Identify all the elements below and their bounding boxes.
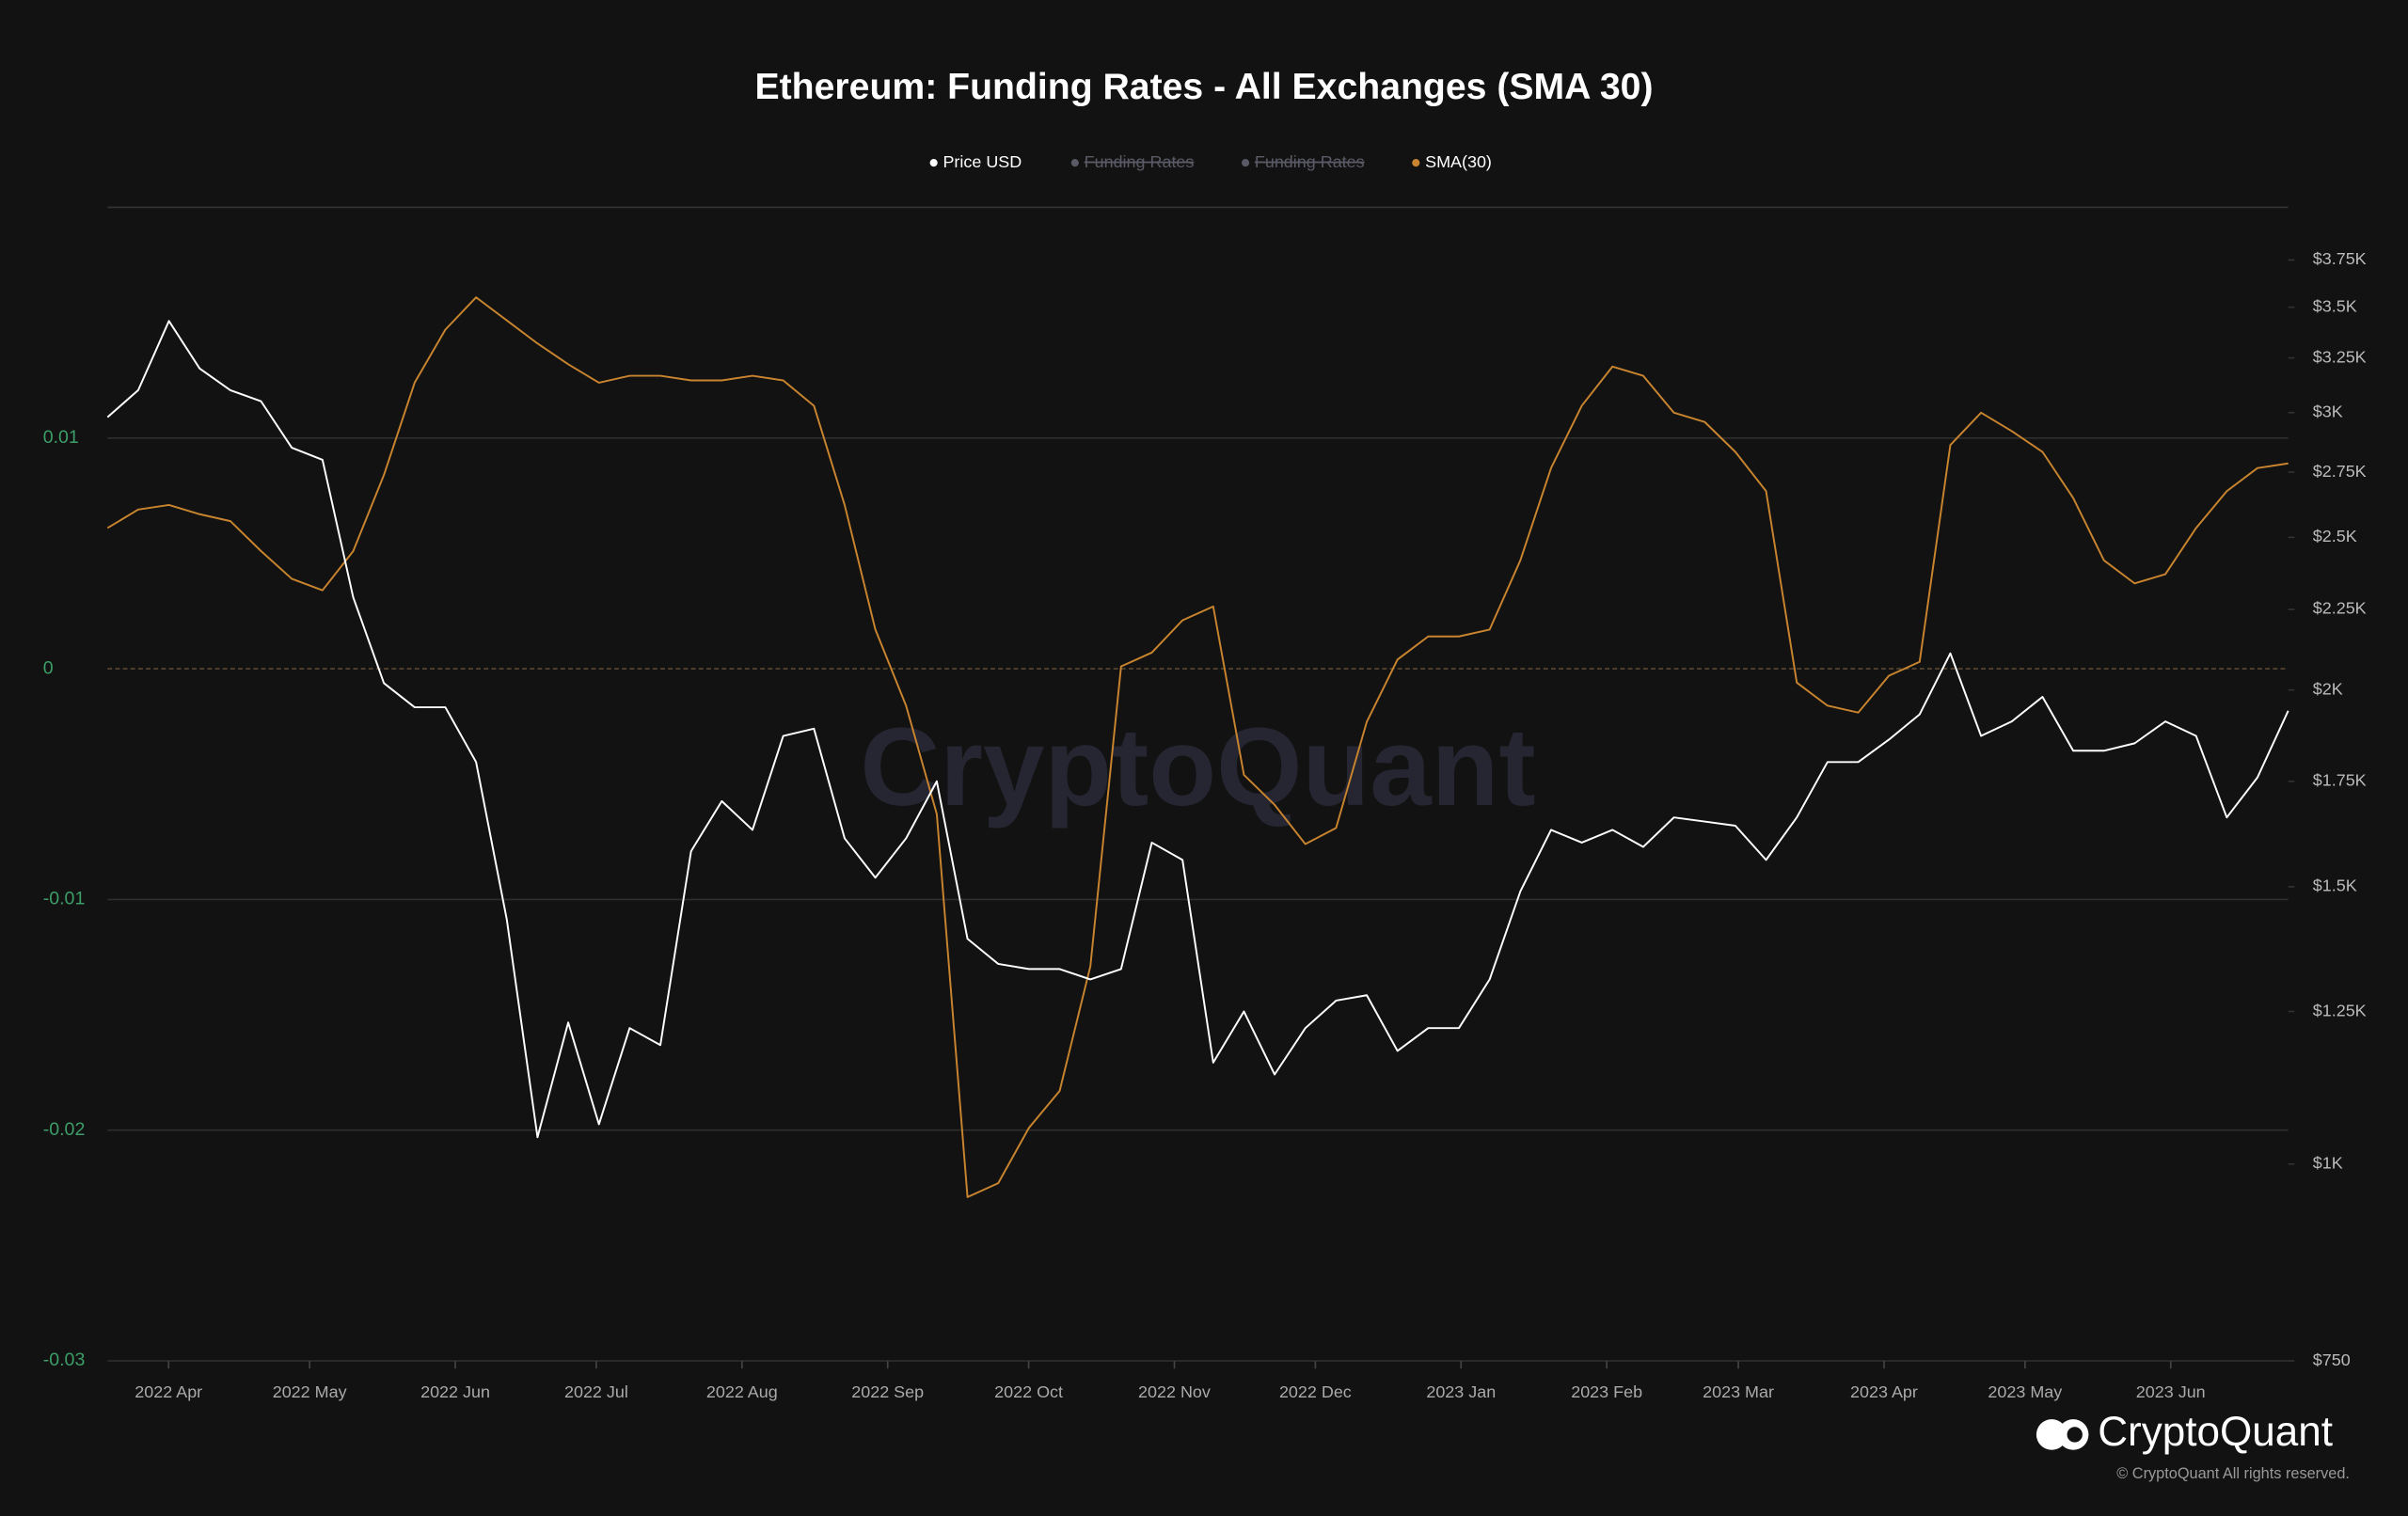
y2-tick-label: $2.75K [2313, 462, 2367, 481]
y2-tick-label: $1.5K [2313, 876, 2357, 895]
logo-icon [2067, 1427, 2083, 1443]
watermark: CryptoQuant [860, 705, 1535, 829]
x-tick-label: 2022 Aug [706, 1382, 778, 1401]
legend-label[interactable]: Funding Rates [1085, 152, 1195, 171]
y2-tick-label: $1K [2313, 1154, 2343, 1173]
y2-tick-label: $750 [2313, 1350, 2351, 1369]
x-tick-label: 2023 Feb [1571, 1382, 1642, 1401]
x-tick-label: 2023 Mar [1703, 1382, 1774, 1401]
x-tick-label: 2022 Jul [564, 1382, 628, 1401]
y-tick-label: -0.01 [43, 889, 86, 909]
y2-tick-label: $1.25K [2313, 1001, 2367, 1019]
y2-tick-label: $1.75K [2313, 771, 2367, 790]
x-tick-label: 2022 Apr [135, 1382, 202, 1401]
legend-label[interactable]: Price USD [943, 152, 1022, 171]
x-tick-label: 2022 May [273, 1382, 347, 1401]
x-tick-label: 2023 May [1988, 1382, 2062, 1401]
legend-label[interactable]: Funding Rates [1255, 152, 1365, 171]
x-tick-label: 2022 Nov [1138, 1382, 1211, 1401]
y2-tick-label: $2.5K [2313, 527, 2357, 545]
x-tick-label: 2022 Oct [994, 1382, 1063, 1401]
logo-icon [2036, 1419, 2067, 1450]
legend-label[interactable]: SMA(30) [1425, 152, 1492, 171]
legend-marker [929, 159, 938, 167]
y2-tick-label: $2K [2313, 679, 2343, 698]
copyright: © CryptoQuant All rights reserved. [2116, 1465, 2350, 1482]
brand-name: CryptoQuant [2098, 1409, 2333, 1455]
legend-marker [1070, 159, 1079, 167]
series-line [106, 320, 2289, 1139]
x-tick-label: 2022 Jun [420, 1382, 490, 1401]
x-tick-label: 2022 Dec [1279, 1382, 1352, 1401]
x-tick-label: 2023 Jun [2136, 1382, 2206, 1401]
y2-tick-label: $2.25K [2313, 599, 2367, 618]
y-tick-label: -0.02 [43, 1119, 86, 1140]
y-tick-label: -0.03 [43, 1350, 86, 1370]
y-tick-label: 0 [43, 657, 54, 678]
legend-marker [1412, 159, 1420, 167]
brand-logo [2036, 1419, 2089, 1450]
x-tick-label: 2022 Sep [851, 1382, 924, 1401]
y2-tick-label: $3.5K [2313, 296, 2357, 315]
legend-marker [1242, 159, 1250, 167]
y2-tick-label: $3.75K [2313, 249, 2367, 268]
y2-tick-label: $3K [2313, 403, 2343, 421]
x-tick-label: 2023 Jan [1426, 1382, 1496, 1401]
chart-title: Ethereum: Funding Rates - All Exchanges … [754, 67, 1653, 107]
x-tick-label: 2023 Apr [1850, 1382, 1918, 1401]
y2-tick-label: $3.25K [2313, 347, 2367, 366]
y-tick-label: 0.01 [43, 427, 79, 448]
series-line [106, 296, 2289, 1198]
